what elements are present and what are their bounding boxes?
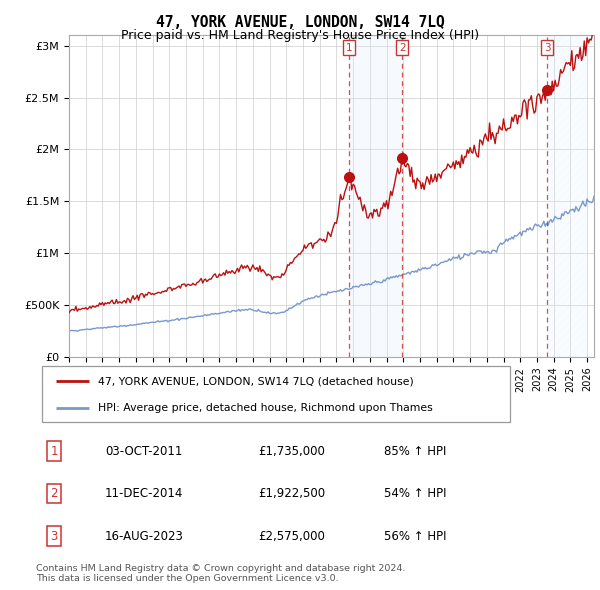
Text: £1,735,000: £1,735,000 — [258, 445, 325, 458]
Text: 47, YORK AVENUE, LONDON, SW14 7LQ: 47, YORK AVENUE, LONDON, SW14 7LQ — [155, 15, 445, 30]
Text: Price paid vs. HM Land Registry's House Price Index (HPI): Price paid vs. HM Land Registry's House … — [121, 30, 479, 42]
Text: £1,922,500: £1,922,500 — [258, 487, 325, 500]
Bar — [547, 35, 587, 357]
Text: 03-OCT-2011: 03-OCT-2011 — [105, 445, 182, 458]
Text: 85% ↑ HPI: 85% ↑ HPI — [384, 445, 446, 458]
Text: 1: 1 — [50, 445, 58, 458]
Text: 3: 3 — [544, 43, 551, 53]
Text: 56% ↑ HPI: 56% ↑ HPI — [384, 530, 446, 543]
Text: 11-DEC-2014: 11-DEC-2014 — [105, 487, 184, 500]
Text: HPI: Average price, detached house, Richmond upon Thames: HPI: Average price, detached house, Rich… — [98, 403, 433, 413]
Text: 3: 3 — [50, 530, 58, 543]
Text: 2: 2 — [399, 43, 406, 53]
Text: 16-AUG-2023: 16-AUG-2023 — [105, 530, 184, 543]
Text: 47, YORK AVENUE, LONDON, SW14 7LQ (detached house): 47, YORK AVENUE, LONDON, SW14 7LQ (detac… — [98, 376, 414, 386]
Text: 54% ↑ HPI: 54% ↑ HPI — [384, 487, 446, 500]
Bar — [349, 35, 402, 357]
Text: Contains HM Land Registry data © Crown copyright and database right 2024.
This d: Contains HM Land Registry data © Crown c… — [36, 563, 406, 583]
Text: £2,575,000: £2,575,000 — [258, 530, 325, 543]
Text: 1: 1 — [346, 43, 352, 53]
Text: 2: 2 — [50, 487, 58, 500]
